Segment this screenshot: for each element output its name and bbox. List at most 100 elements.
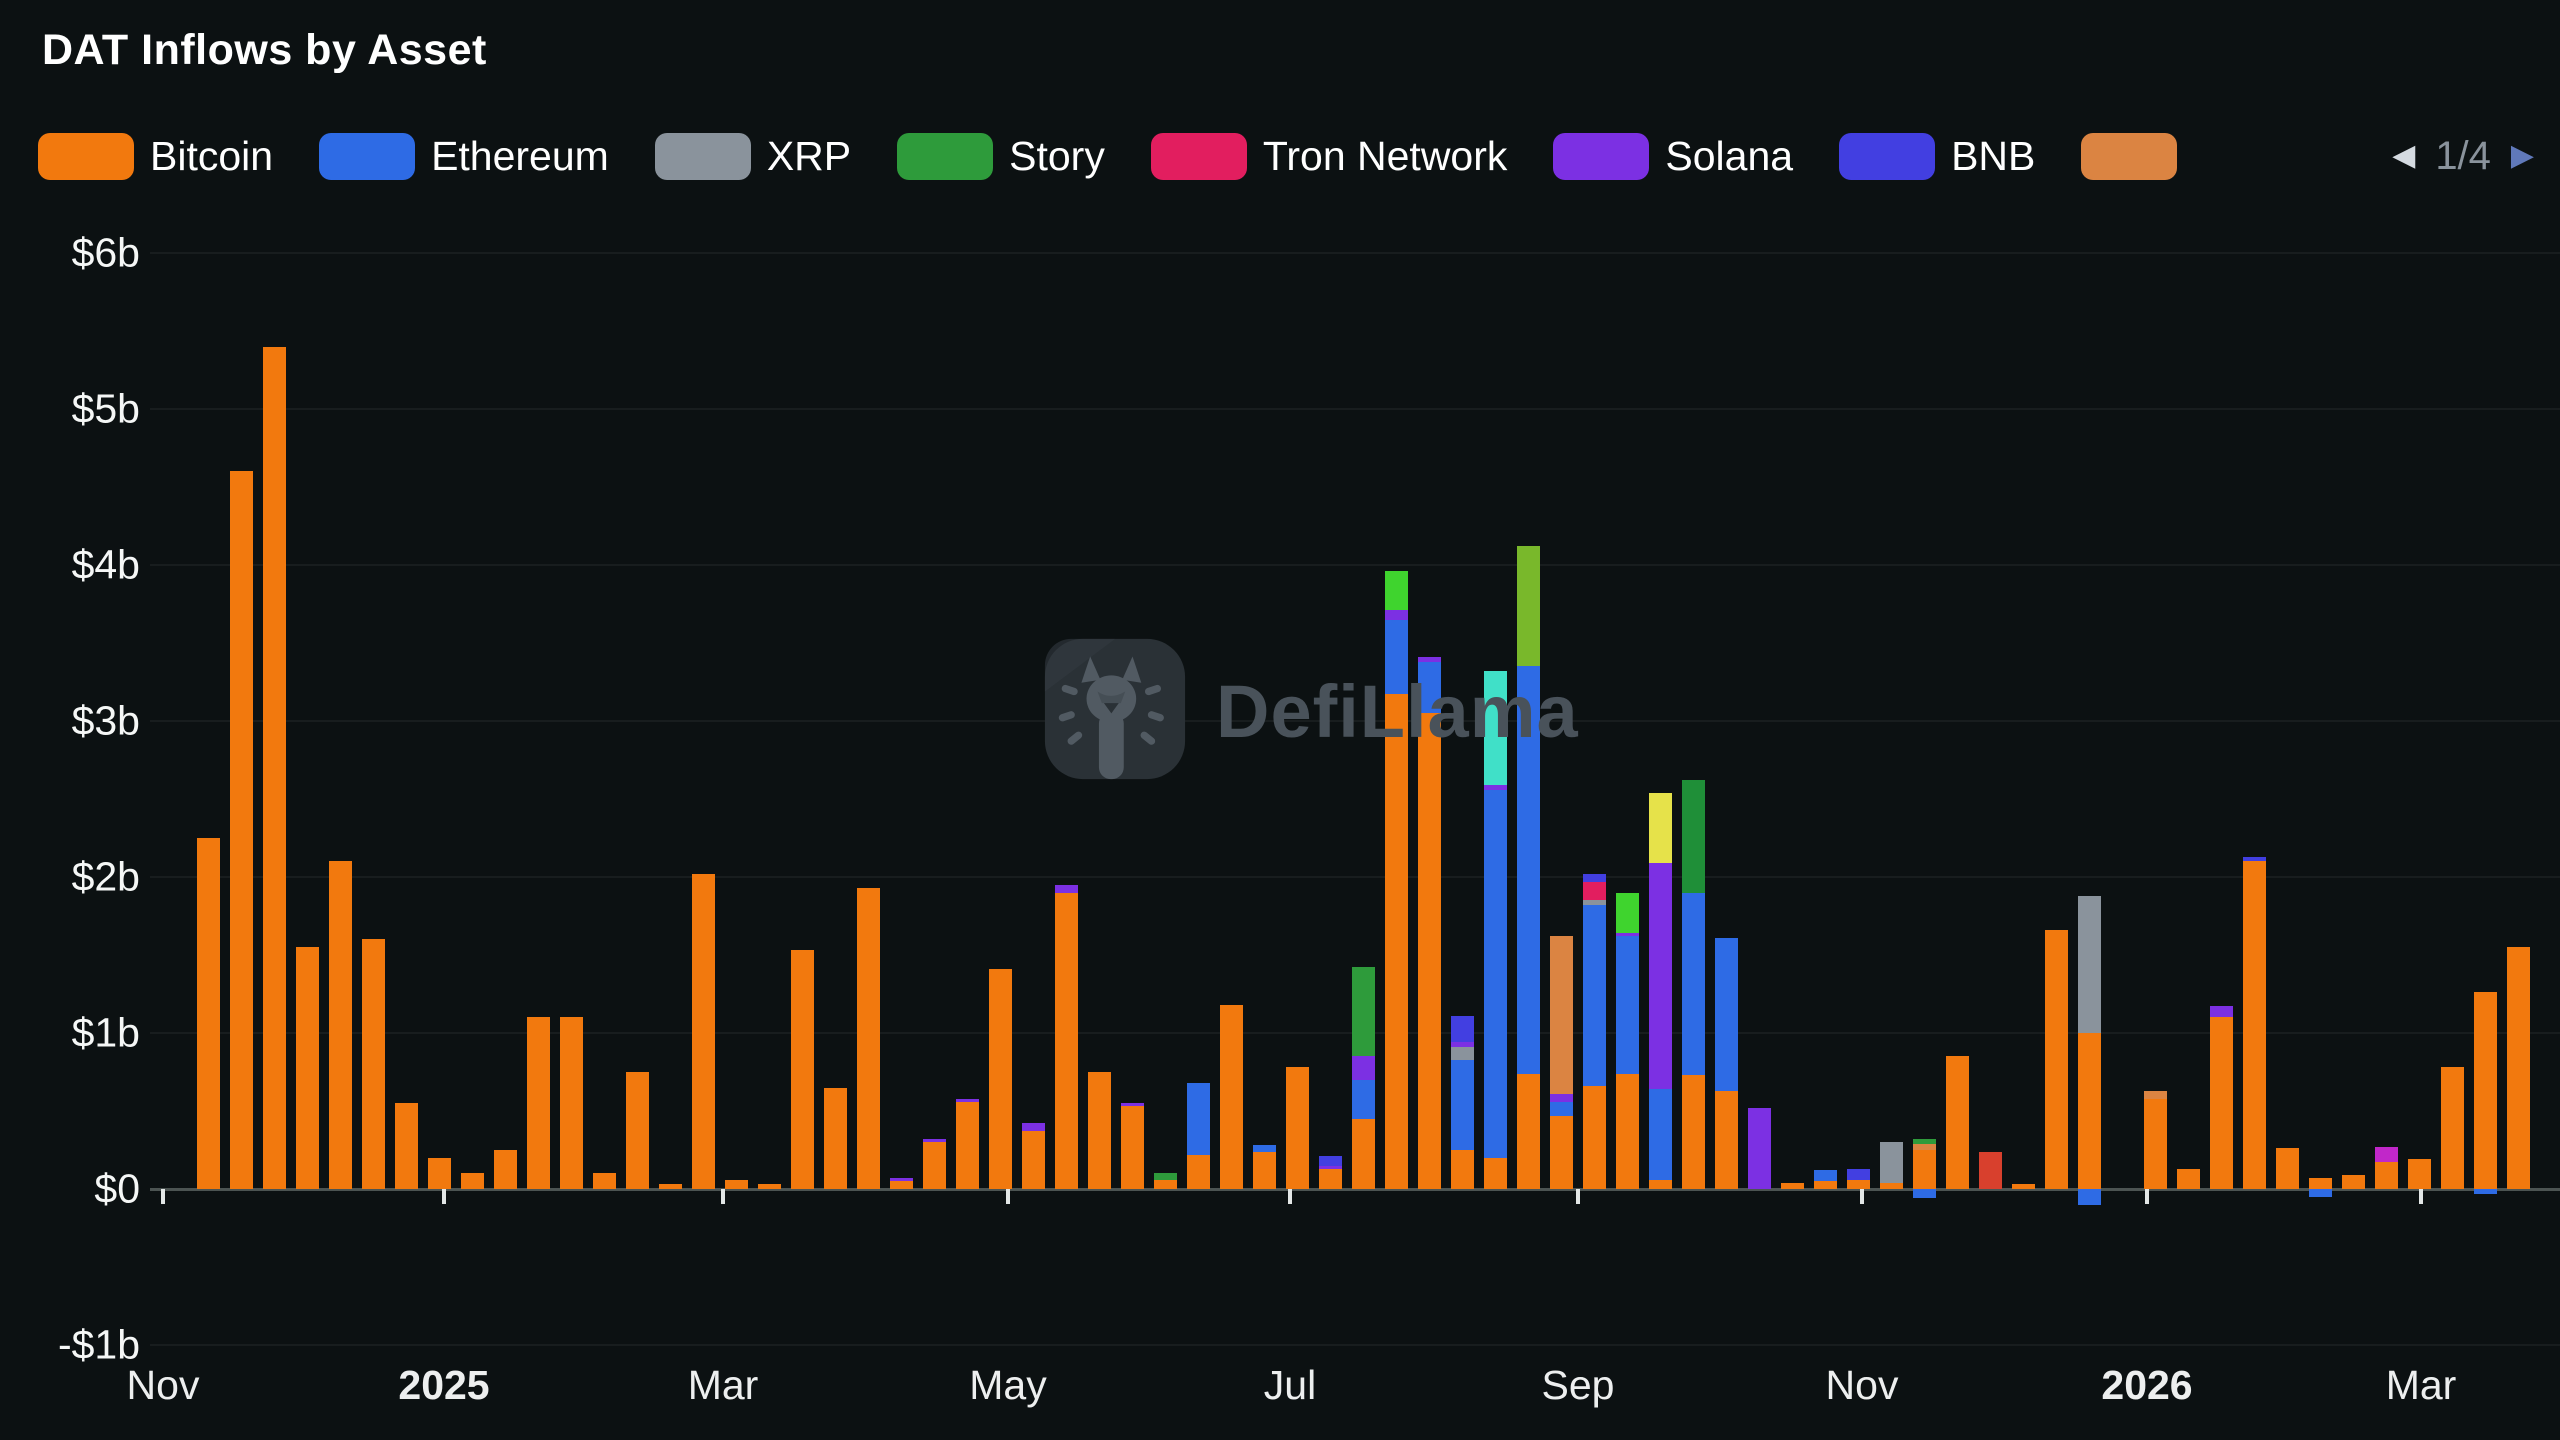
legend-swatch-xrp: [654, 132, 751, 180]
bar-segment-btc: [2144, 1098, 2167, 1189]
gridline: [150, 720, 2560, 722]
bar-segment-eth: [1616, 936, 1639, 1074]
bar-segment-btc: [1946, 1056, 1969, 1189]
bar-segment-eth: [2474, 1189, 2497, 1194]
bar-segment-btc: [1583, 1086, 1606, 1189]
legend-next-arrow-icon[interactable]: ▶: [2510, 139, 2534, 172]
bar-segment-eth: [1187, 1082, 1210, 1155]
legend-label-btc: Bitcoin: [150, 132, 274, 179]
bar-segment-xrp: [2078, 895, 2101, 1033]
bar-segment-btc: [329, 861, 352, 1189]
bar-segment-btc: [1880, 1182, 1903, 1189]
legend-swatch-eth: [319, 132, 416, 180]
bar-segment-eth: [1583, 905, 1606, 1087]
bar-segment-lime: [1385, 571, 1408, 611]
x-axis-tick: [442, 1189, 446, 1204]
legend-pagination: ◀ 1/4 ▶: [2392, 134, 2534, 179]
bar-segment-lime: [1616, 892, 1639, 934]
bar-segment-btc: [362, 939, 385, 1189]
bar-segment-btc: [1682, 1075, 1705, 1189]
legend-item-story[interactable]: Story: [897, 132, 1105, 180]
bar-segment-eth: [1352, 1079, 1375, 1119]
bar-segment-story: [1352, 967, 1375, 1057]
bar-segment-btc: [659, 1184, 682, 1189]
legend-label-tron: Tron Network: [1262, 132, 1508, 179]
x-axis-label: Mar: [2385, 1362, 2457, 1408]
x-axis-label: Mar: [687, 1362, 759, 1408]
bar-segment-eth: [1649, 1089, 1672, 1180]
bar-segment-btc: [2078, 1033, 2101, 1189]
legend-item-bnb[interactable]: BNB: [1839, 132, 2035, 180]
x-axis-label: Jul: [1263, 1362, 1317, 1408]
gridline: [150, 252, 2560, 254]
bar-segment-eth: [1451, 1059, 1474, 1150]
bar-segment-asset8: [1550, 936, 1573, 1094]
bar-segment-red: [1979, 1151, 2002, 1189]
bar-segment-story: [1913, 1139, 1936, 1144]
bar-segment-xrp: [1880, 1142, 1903, 1183]
bar-segment-yellow: [1649, 792, 1672, 863]
bar-segment-btc: [824, 1087, 847, 1189]
bar-segment-bnb: [2243, 856, 2266, 862]
page-title: DAT Inflows by Asset: [42, 26, 487, 74]
bar-segment-btc: [2177, 1168, 2200, 1189]
bar-segment-btc: [2045, 930, 2068, 1189]
bar-segment-btc: [1715, 1090, 1738, 1189]
bar-segment-tron: [1583, 881, 1606, 901]
bar-segment-sol: [1022, 1123, 1045, 1132]
bar-segment-btc: [2210, 1017, 2233, 1189]
bar-segment-eth: [1814, 1170, 1837, 1182]
bar-segment-story: [1154, 1173, 1177, 1180]
bar-segment-btc: [428, 1157, 451, 1189]
bar-segment-btc: [890, 1181, 913, 1189]
bar-segment-sol: [1121, 1103, 1144, 1107]
x-axis-tick: [1006, 1189, 1010, 1204]
gridline: [150, 408, 2560, 410]
bar-segment-xrp: [1583, 900, 1606, 906]
gridline: [150, 1344, 2560, 1346]
bar-segment-sol: [923, 1139, 946, 1143]
y-axis-label: $6b: [71, 229, 140, 276]
legend-item-xrp[interactable]: XRP: [654, 132, 851, 180]
bar-segment-eth: [1385, 619, 1408, 695]
bar-segment-btc: [1187, 1154, 1210, 1189]
legend-label-sol: Solana: [1665, 132, 1794, 179]
x-axis-label: May: [969, 1362, 1047, 1408]
bar-segment-btc: [2474, 992, 2497, 1189]
bar-segment-sol: [1352, 1056, 1375, 1080]
bar-segment-btc: [2243, 861, 2266, 1189]
bar-segment-eth: [1253, 1145, 1276, 1152]
y-axis-label: $3b: [71, 697, 140, 744]
bar-segment-forest: [1682, 780, 1705, 893]
bar-segment-asset8: [2144, 1090, 2167, 1099]
bar-segment-btc: [1220, 1004, 1243, 1189]
x-axis-label: Sep: [1541, 1362, 1615, 1408]
legend-swatch-bnb: [1839, 132, 1936, 180]
bar-segment-bnb: [1451, 1015, 1474, 1043]
bar-segment-btc: [2276, 1148, 2299, 1189]
y-axis-label: $0: [94, 1165, 140, 1212]
x-axis-tick: [2145, 1189, 2149, 1204]
bar-segment-eth: [1484, 789, 1507, 1158]
bar-segment-sol: [890, 1178, 913, 1182]
bar-segment-btc: [2507, 947, 2530, 1189]
bar-segment-btc: [791, 950, 814, 1189]
bar-segment-btc: [923, 1142, 946, 1189]
legend-item-ethereum[interactable]: Ethereum: [319, 132, 609, 180]
bar-segment-sol: [1616, 933, 1639, 937]
x-axis-tick: [2419, 1189, 2423, 1204]
legend-item-tron-network[interactable]: Tron Network: [1150, 132, 1508, 180]
bar-segment-eth: [2309, 1189, 2332, 1197]
legend-item-bitcoin[interactable]: Bitcoin: [38, 132, 274, 180]
legend-item-solana[interactable]: Solana: [1553, 132, 1794, 180]
bar-segment-bnb: [1847, 1168, 1870, 1180]
bar-segment-teal: [1484, 671, 1507, 785]
legend-item-asset8[interactable]: [2081, 132, 2178, 180]
legend-prev-arrow-icon[interactable]: ◀: [2392, 139, 2416, 172]
bar-segment-btc: [2342, 1174, 2365, 1189]
bar-segment-btc: [263, 346, 286, 1189]
x-axis-tick: [721, 1189, 725, 1204]
y-axis-label: -$1b: [57, 1321, 140, 1368]
bar-segment-sol: [2210, 1006, 2233, 1018]
bar-segment-btc: [1550, 1115, 1573, 1189]
